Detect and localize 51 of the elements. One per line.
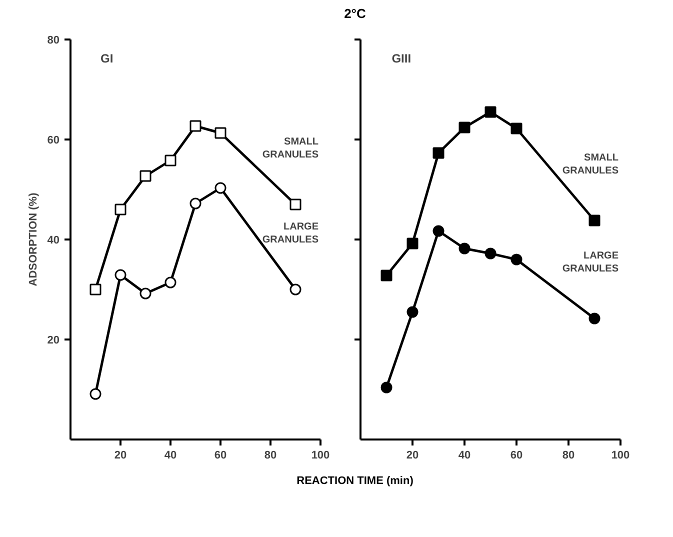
x-tick-label: 80 <box>562 449 575 462</box>
point <box>114 268 126 280</box>
y-axis-title: ADSORPTION (%) <box>27 192 40 286</box>
x-tick-label: 60 <box>214 449 227 462</box>
y-tick-label: 40 <box>47 234 60 246</box>
x-tick-label: 60 <box>510 449 523 462</box>
point <box>214 126 226 138</box>
series-label: SMALL GRANULES <box>562 152 619 176</box>
point <box>190 120 202 132</box>
point <box>164 154 176 166</box>
point <box>588 214 600 226</box>
point <box>458 242 470 254</box>
y-tick-label: 60 <box>47 134 60 146</box>
point <box>588 312 600 324</box>
x-tick-label: 100 <box>611 449 630 462</box>
x-tick-label: 20 <box>406 449 419 462</box>
point <box>90 388 102 400</box>
y-tick-label: 80 <box>47 34 60 46</box>
point <box>406 237 418 249</box>
point <box>380 269 392 281</box>
point <box>510 122 522 134</box>
x-tick-label: 80 <box>264 449 277 462</box>
point <box>484 247 496 259</box>
point <box>458 121 470 133</box>
x-tick-label: 20 <box>114 449 127 462</box>
point <box>164 276 176 288</box>
point <box>140 170 152 182</box>
point <box>290 283 302 295</box>
y-tick-label: 20 <box>47 334 60 346</box>
x-axis-title: REACTION TIME (min) <box>296 474 414 489</box>
series-label: SMALL GRANULES <box>262 136 319 160</box>
point <box>484 106 496 118</box>
text: GI <box>100 51 114 66</box>
series-label: LARGE GRANULES <box>262 220 319 246</box>
point <box>190 197 202 209</box>
text: 2°C <box>344 5 366 23</box>
point <box>406 306 418 318</box>
text: GIII <box>392 51 412 66</box>
point <box>140 287 152 299</box>
point <box>380 381 392 393</box>
point <box>510 253 522 265</box>
point <box>432 224 444 236</box>
series-label: LARGE GRANULES <box>562 250 619 274</box>
point <box>114 203 126 215</box>
point <box>432 146 444 158</box>
point <box>214 182 226 194</box>
point <box>290 198 302 210</box>
point <box>90 283 102 295</box>
x-tick-label: 40 <box>164 449 177 462</box>
x-tick-label: 100 <box>311 449 330 462</box>
x-tick-label: 40 <box>458 449 471 462</box>
